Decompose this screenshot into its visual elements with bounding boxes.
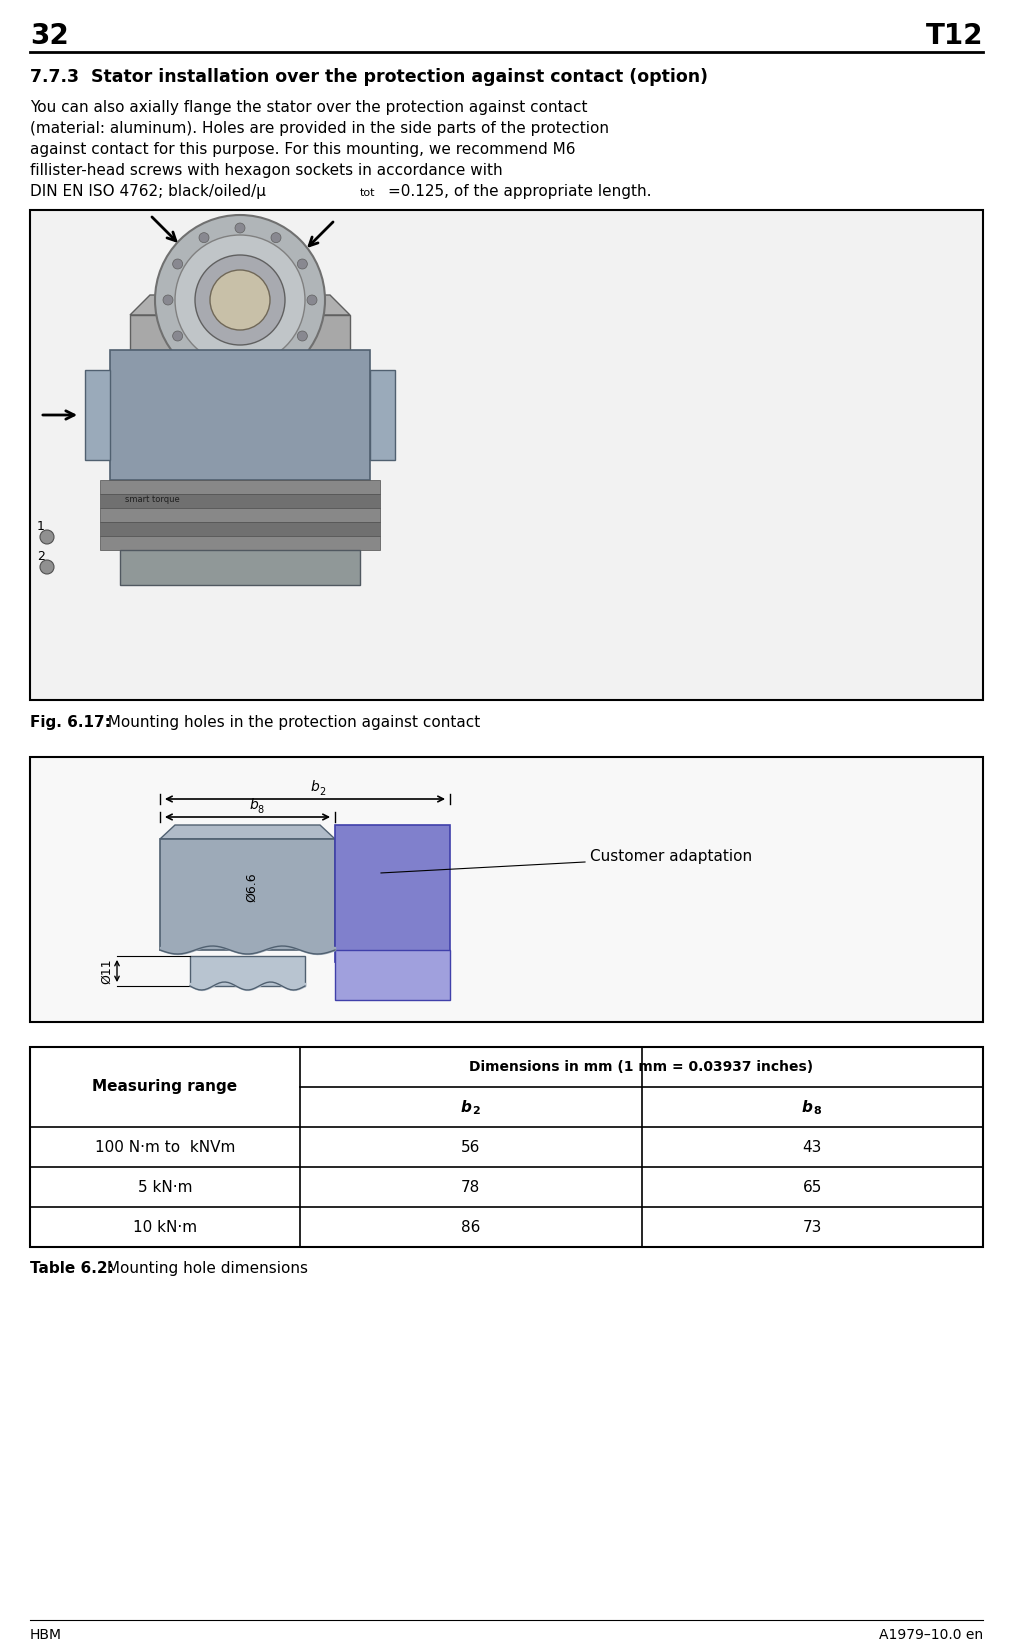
Bar <box>100 494 380 509</box>
Text: 32: 32 <box>30 21 69 50</box>
Bar <box>190 957 305 986</box>
Text: 2: 2 <box>319 786 325 796</box>
Text: 73: 73 <box>802 1219 822 1234</box>
Bar <box>100 535 380 550</box>
Text: b: b <box>802 1100 812 1115</box>
Bar <box>110 350 370 481</box>
Bar <box>335 950 450 999</box>
Polygon shape <box>160 824 335 839</box>
Circle shape <box>40 530 54 544</box>
Circle shape <box>155 215 325 385</box>
Text: Mounting hole dimensions: Mounting hole dimensions <box>102 1260 308 1275</box>
Text: DIN EN ISO 4762; black/oiled/μ: DIN EN ISO 4762; black/oiled/μ <box>30 183 265 198</box>
Text: b: b <box>249 798 258 813</box>
Bar <box>335 824 450 961</box>
Text: T12: T12 <box>926 21 983 50</box>
Bar <box>100 509 380 522</box>
Circle shape <box>40 560 54 573</box>
Bar <box>100 481 380 494</box>
Text: 43: 43 <box>802 1140 822 1155</box>
Circle shape <box>199 233 209 243</box>
Bar <box>370 370 395 459</box>
Bar <box>30 1047 983 1247</box>
Bar <box>130 316 350 350</box>
Text: against contact for this purpose. For this mounting, we recommend M6: against contact for this purpose. For th… <box>30 142 575 157</box>
Text: You can also axially flange the stator over the protection against contact: You can also axially flange the stator o… <box>30 101 588 116</box>
Bar <box>30 210 983 700</box>
Text: b: b <box>460 1100 471 1115</box>
Text: b: b <box>311 780 319 795</box>
Bar <box>85 370 110 459</box>
Circle shape <box>175 235 305 365</box>
Circle shape <box>235 367 245 377</box>
Bar <box>100 522 380 535</box>
Circle shape <box>271 357 281 367</box>
Text: tot: tot <box>360 188 376 198</box>
Text: Ø11: Ø11 <box>100 958 113 985</box>
Circle shape <box>235 223 245 233</box>
Text: smart torque: smart torque <box>125 496 179 504</box>
Text: 5 kN·m: 5 kN·m <box>138 1180 192 1194</box>
Bar <box>120 550 360 585</box>
Text: (material: aluminum). Holes are provided in the side parts of the protection: (material: aluminum). Holes are provided… <box>30 121 609 135</box>
Text: 2: 2 <box>37 550 45 563</box>
Text: 2: 2 <box>472 1105 479 1117</box>
Text: Measuring range: Measuring range <box>92 1079 238 1095</box>
Circle shape <box>172 259 182 269</box>
Circle shape <box>172 330 182 340</box>
Text: HBM: HBM <box>30 1627 62 1642</box>
Circle shape <box>210 269 270 330</box>
Circle shape <box>307 296 317 306</box>
Text: 56: 56 <box>461 1140 480 1155</box>
Text: 10 kN·m: 10 kN·m <box>133 1219 198 1234</box>
Text: =0.125, of the appropriate length.: =0.125, of the appropriate length. <box>388 183 651 198</box>
Text: Customer adaptation: Customer adaptation <box>590 849 752 864</box>
Text: 78: 78 <box>461 1180 480 1194</box>
Circle shape <box>298 330 307 340</box>
Text: Ø6.6: Ø6.6 <box>245 872 258 902</box>
Text: 86: 86 <box>461 1219 480 1234</box>
Circle shape <box>163 296 173 306</box>
Circle shape <box>298 259 307 269</box>
Text: A1979–10.0 en: A1979–10.0 en <box>879 1627 983 1642</box>
Circle shape <box>199 357 209 367</box>
Circle shape <box>271 233 281 243</box>
Text: 100 N·m to  kNVm: 100 N·m to kNVm <box>95 1140 235 1155</box>
Text: 8: 8 <box>813 1105 822 1117</box>
Text: Table 6.2:: Table 6.2: <box>30 1260 113 1275</box>
Text: fillister-head screws with hexagon sockets in accordance with: fillister-head screws with hexagon socke… <box>30 164 502 178</box>
Text: Mounting holes in the protection against contact: Mounting holes in the protection against… <box>98 715 480 730</box>
Text: 7.7.3  Stator installation over the protection against contact (option): 7.7.3 Stator installation over the prote… <box>30 68 708 86</box>
Text: 1: 1 <box>37 520 45 534</box>
Bar <box>160 839 335 950</box>
Circle shape <box>194 254 285 345</box>
Text: Fig. 6.17:: Fig. 6.17: <box>30 715 110 730</box>
Polygon shape <box>130 296 350 316</box>
Text: 8: 8 <box>257 805 263 814</box>
Text: Dimensions in mm (1 mm = 0.03937 inches): Dimensions in mm (1 mm = 0.03937 inches) <box>469 1061 813 1074</box>
Text: 65: 65 <box>802 1180 822 1194</box>
Bar <box>30 757 983 1023</box>
